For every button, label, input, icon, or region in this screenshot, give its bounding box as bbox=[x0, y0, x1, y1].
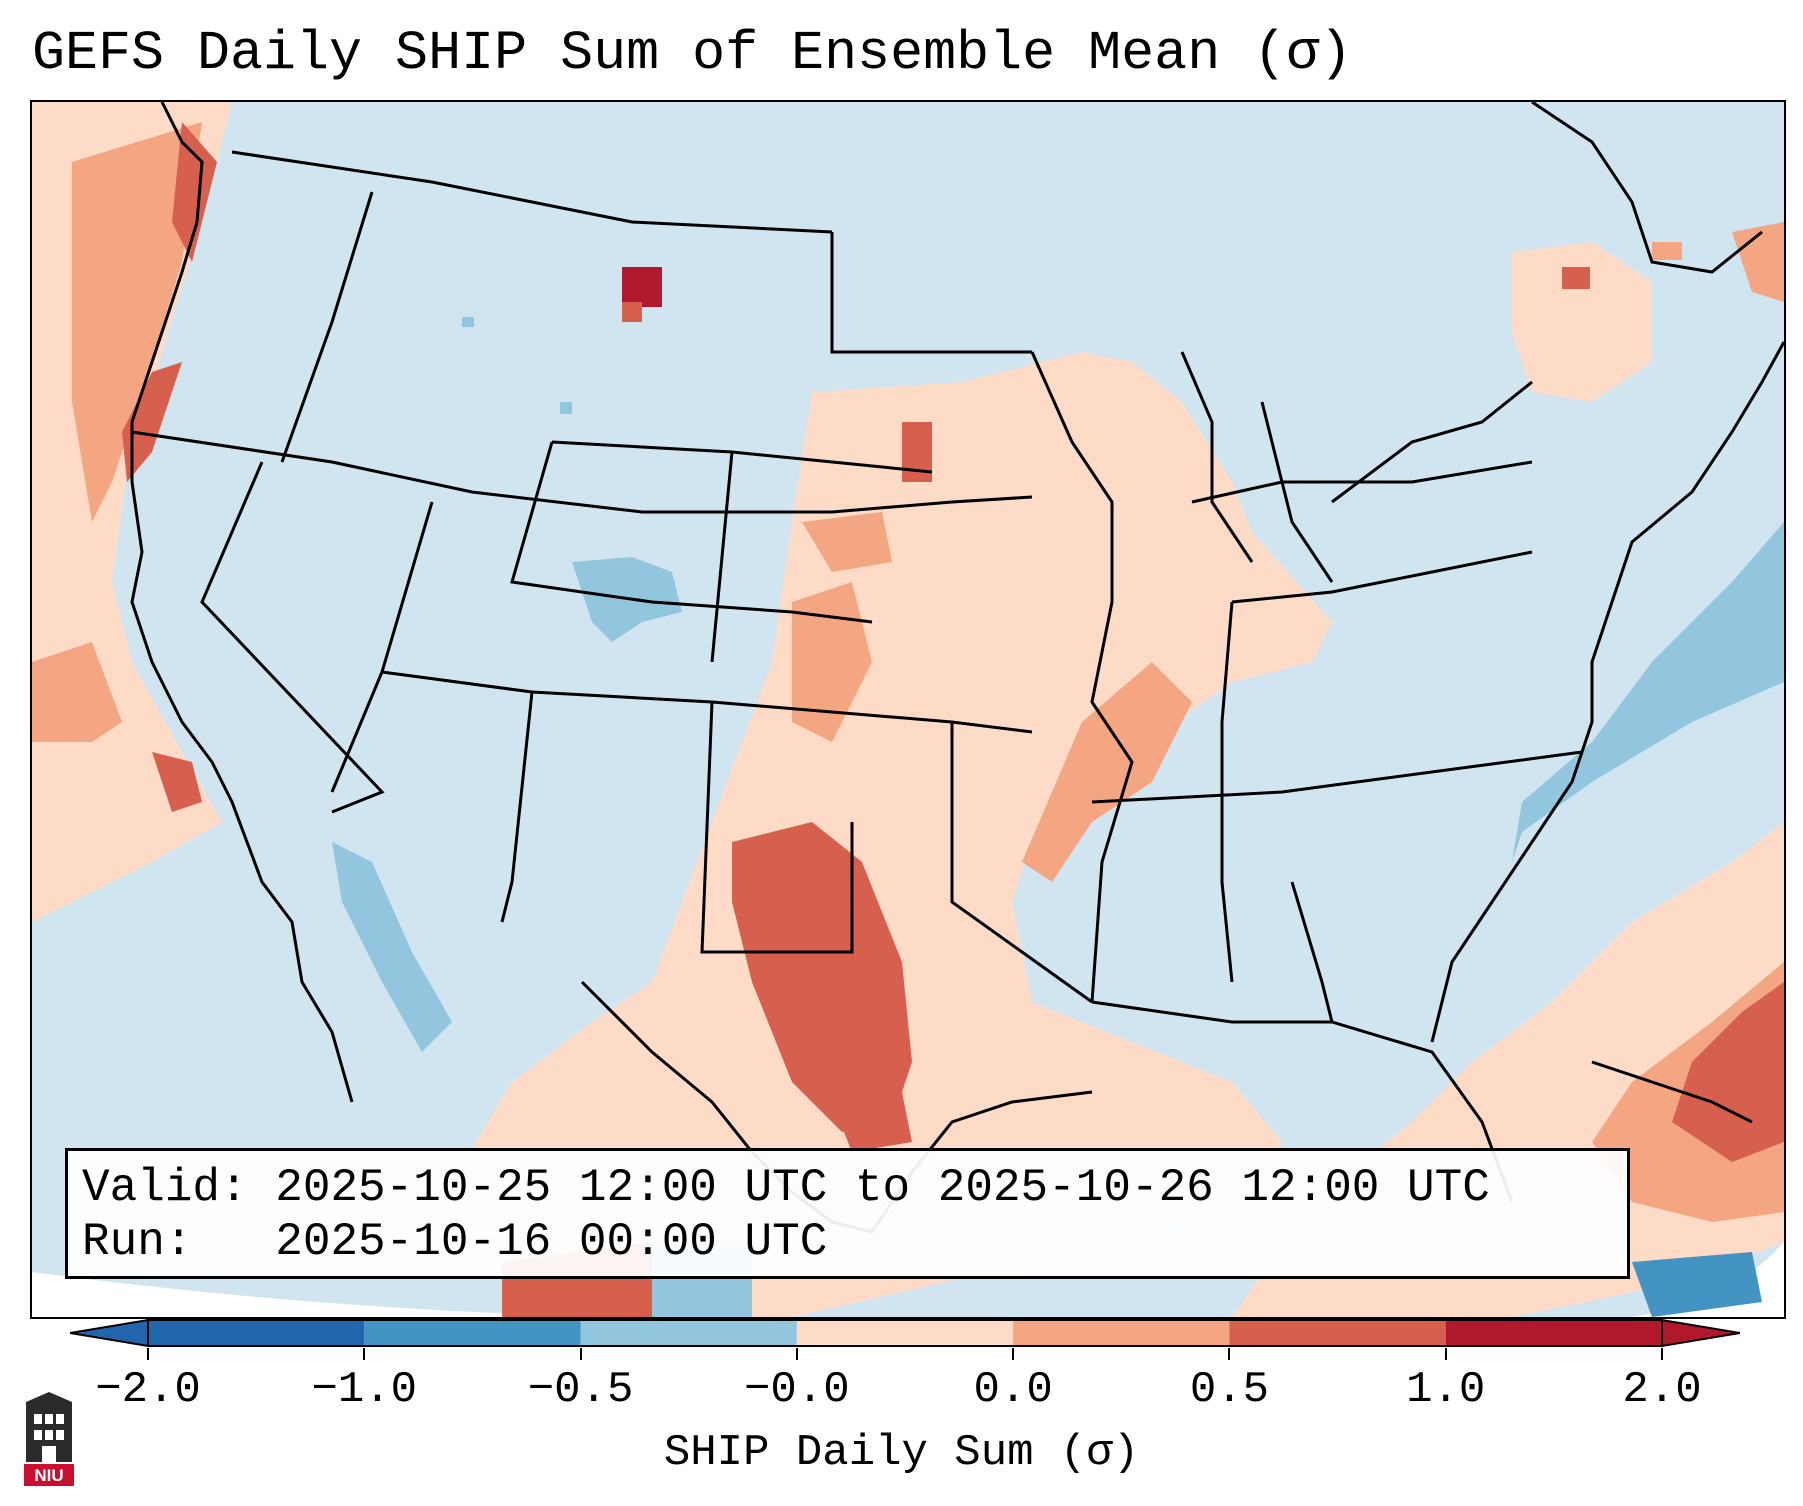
colorbar-segment bbox=[580, 1320, 797, 1346]
colorbar-tick-mark bbox=[1012, 1348, 1015, 1360]
run-time-text: Run: 2025-10-16 00:00 UTC bbox=[82, 1216, 828, 1268]
colorbar-tick-mark bbox=[363, 1348, 366, 1360]
colorbar-extend-min bbox=[70, 1318, 149, 1348]
colorbar-tick-label: −0.5 bbox=[527, 1365, 634, 1415]
map-panel bbox=[30, 100, 1786, 1319]
colorbar-tick-label: 2.0 bbox=[1622, 1365, 1702, 1415]
niu-logo: NIU bbox=[24, 1392, 74, 1486]
colorbar-segment bbox=[148, 1320, 365, 1346]
colorbar-segment bbox=[364, 1320, 581, 1346]
colorbar-tick-label: −2.0 bbox=[95, 1365, 201, 1415]
colorbar-tick-label: 1.0 bbox=[1406, 1365, 1486, 1415]
pacific-anomaly-field bbox=[32, 102, 232, 922]
colorbar-segment bbox=[1445, 1320, 1662, 1346]
colorbar-extend-max bbox=[1661, 1318, 1740, 1348]
colorbar-label: SHIP Daily Sum (σ) bbox=[663, 1428, 1140, 1478]
colorbar-tick-label: −0.0 bbox=[744, 1365, 850, 1415]
colorbar-segment bbox=[1013, 1320, 1230, 1346]
colorbar-segment bbox=[796, 1320, 1014, 1346]
valid-time-text: Valid: 2025-10-25 12:00 UTC to 2025-10-2… bbox=[82, 1162, 1490, 1214]
colorbar-tick-label: 0.5 bbox=[1189, 1365, 1270, 1415]
colorbar-tick-mark bbox=[1228, 1348, 1231, 1360]
colorbar-tick-mark bbox=[147, 1348, 149, 1360]
valid-run-info-box: Valid: 2025-10-25 12:00 UTC to 2025-10-2… bbox=[65, 1148, 1630, 1279]
colorbar-segment bbox=[1229, 1320, 1446, 1346]
colorbar bbox=[70, 1318, 1740, 1348]
montana-hotspot bbox=[622, 267, 662, 307]
colorbar-tick-label: −1.0 bbox=[311, 1365, 418, 1415]
logo-text: NIU bbox=[34, 1466, 63, 1485]
colorbar-tick-mark bbox=[1661, 1348, 1663, 1360]
colorbar-tick-label: 0.0 bbox=[973, 1365, 1053, 1415]
map-canvas bbox=[32, 102, 1784, 1317]
colorbar-tick-mark bbox=[579, 1348, 582, 1360]
colorbar-tick-mark bbox=[795, 1348, 798, 1360]
figure-title: GEFS Daily SHIP Sum of Ensemble Mean (σ) bbox=[32, 22, 1353, 85]
atlantic-negative-band bbox=[1512, 522, 1784, 862]
political-boundaries bbox=[130, 102, 1784, 1234]
colorbar-tick-mark bbox=[1444, 1348, 1447, 1360]
